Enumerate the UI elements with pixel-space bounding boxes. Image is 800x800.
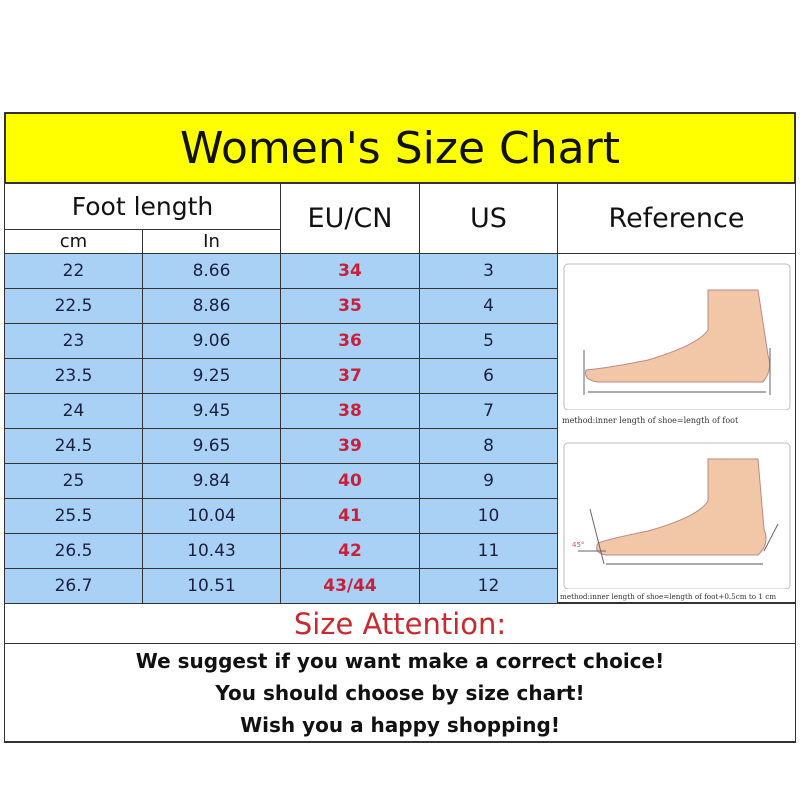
header-eu-cn: EU/CN — [280, 183, 420, 254]
foot-measure-illustration-2: 45° — [563, 442, 791, 589]
table-cell-us: 4 — [419, 288, 558, 324]
table-cell-in: 9.06 — [142, 323, 281, 359]
table-cell-cm: 22 — [4, 253, 143, 289]
table-cell-eu: 40 — [280, 463, 420, 499]
table-cell-cm: 26.7 — [4, 568, 143, 604]
table-cell-in: 9.45 — [142, 393, 281, 429]
table-cell-eu: 39 — [280, 428, 420, 464]
reference-caption-1: method:inner length of shoe=length of fo… — [562, 416, 739, 425]
table-cell-us: 9 — [419, 463, 558, 499]
table-cell-in: 10.04 — [142, 498, 281, 534]
table-cell-eu: 34 — [280, 253, 420, 289]
table-cell-eu: 35 — [280, 288, 420, 324]
table-cell-eu: 41 — [280, 498, 420, 534]
table-cell-us: 5 — [419, 323, 558, 359]
table-cell-eu: 42 — [280, 533, 420, 569]
table-cell-cm: 25 — [4, 463, 143, 499]
header-cm: cm — [4, 229, 143, 254]
table-cell-in: 8.86 — [142, 288, 281, 324]
reference-panel: method:inner length of shoe=length of fo… — [557, 253, 796, 603]
table-cell-cm: 23 — [4, 323, 143, 359]
table-cell-eu: 43/44 — [280, 568, 420, 604]
table-cell-cm: 24.5 — [4, 428, 143, 464]
table-cell-cm: 26.5 — [4, 533, 143, 569]
table-cell-in: 10.51 — [142, 568, 281, 604]
table-cell-us: 3 — [419, 253, 558, 289]
header-reference: Reference — [557, 183, 796, 254]
header-us: US — [419, 183, 558, 254]
attention-line: We suggest if you want make a correct ch… — [135, 648, 665, 673]
header-in: In — [142, 229, 281, 254]
table-cell-us: 10 — [419, 498, 558, 534]
attention-line: You should choose by size chart! — [215, 680, 585, 705]
table-cell-us: 11 — [419, 533, 558, 569]
table-cell-cm: 22.5 — [4, 288, 143, 324]
table-cell-in: 9.65 — [142, 428, 281, 464]
foot-measure-illustration-1 — [563, 263, 791, 410]
attention-line: Wish you a happy shopping! — [240, 712, 560, 737]
size-attention-heading: Size Attention: — [4, 603, 796, 644]
chart-title: Women's Size Chart — [4, 112, 796, 184]
table-cell-in: 10.43 — [142, 533, 281, 569]
table-cell-eu: 37 — [280, 358, 420, 394]
header-foot-length: Foot length — [4, 183, 281, 230]
table-cell-in: 9.25 — [142, 358, 281, 394]
table-cell-eu: 38 — [280, 393, 420, 429]
table-cell-us: 8 — [419, 428, 558, 464]
reference-caption-2: method:inner length of shoe=length of fo… — [560, 592, 777, 601]
table-cell-cm: 25.5 — [4, 498, 143, 534]
angle-label: 45° — [572, 541, 584, 549]
table-cell-us: 7 — [419, 393, 558, 429]
table-cell-in: 8.66 — [142, 253, 281, 289]
table-cell-cm: 23.5 — [4, 358, 143, 394]
table-cell-cm: 24 — [4, 393, 143, 429]
table-cell-us: 6 — [419, 358, 558, 394]
size-attention-message: We suggest if you want make a correct ch… — [4, 643, 796, 743]
table-cell-eu: 36 — [280, 323, 420, 359]
table-cell-us: 12 — [419, 568, 558, 604]
table-cell-in: 9.84 — [142, 463, 281, 499]
